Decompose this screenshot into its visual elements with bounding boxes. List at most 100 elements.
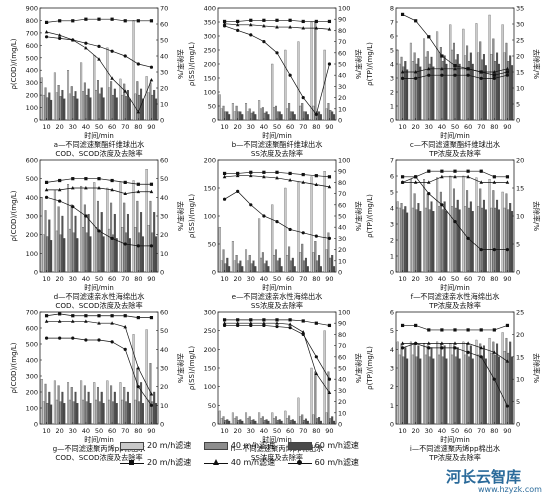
x-tick-label: 40	[82, 427, 90, 435]
legend-item-bar-40: 40 m/h滤速	[203, 440, 275, 451]
bar-40-total-30	[426, 51, 429, 121]
bar-60-soluble-30	[254, 420, 257, 425]
bar-20-total-20	[53, 189, 56, 273]
y2-tick-label: 20	[516, 53, 524, 61]
legend-swatch-40	[203, 441, 228, 450]
x-tick-label: 80	[490, 123, 498, 131]
bar-60-total-10	[48, 391, 51, 425]
y2-tick-label: 20	[160, 85, 168, 93]
bar-20-soluble-70	[121, 94, 124, 121]
y2-tick-label: 20	[516, 331, 524, 339]
bar-40-soluble-70	[303, 260, 306, 273]
bar-40-soluble-90	[151, 232, 154, 273]
removal-line-60	[224, 190, 330, 239]
bar-20-total-40	[436, 341, 439, 425]
point-20-70	[123, 180, 127, 184]
bar-40-soluble-90	[329, 110, 332, 121]
point-20-70	[301, 319, 305, 323]
x-tick-label: 60	[286, 123, 294, 131]
bar-20-soluble-50	[451, 206, 454, 273]
x-tick-label: 40	[82, 275, 90, 283]
point-40-70	[301, 330, 306, 334]
y-tick-label: 200	[26, 92, 38, 100]
bar-20-total-50	[449, 24, 452, 121]
bar-60-total-80	[318, 111, 321, 121]
x-tick-label: 20	[234, 427, 242, 435]
point-40-70	[301, 26, 306, 30]
point-40-60	[288, 178, 292, 182]
bar-20-soluble-90	[503, 207, 506, 273]
bar-20-soluble-80	[490, 352, 493, 425]
point-60-10	[400, 346, 405, 350]
y2-tick-label: 25	[516, 37, 524, 45]
bar-40-total-10	[44, 383, 47, 425]
bar-40-soluble-90	[329, 418, 332, 425]
y-axis-label: ρ(TP)/(mg/L)	[366, 346, 374, 390]
y2-tick-label: 5	[516, 241, 520, 249]
point-40-50	[97, 321, 101, 325]
point-20-80	[492, 73, 496, 77]
y-tick-label: 700	[26, 309, 38, 317]
point-60-20	[236, 189, 240, 193]
legend-swatch-60	[287, 441, 312, 450]
bar-40-soluble-90	[151, 401, 154, 425]
bar-40-total-20	[57, 385, 60, 425]
point-40-50	[453, 341, 457, 345]
y-tick-label: 700	[26, 29, 38, 37]
bar-40-total-70	[301, 243, 304, 273]
bar-20-total-10	[218, 227, 221, 273]
point-40-10	[44, 319, 49, 323]
y2-tick-label: 30	[338, 235, 346, 243]
bar-40-soluble-10	[46, 97, 49, 121]
bar-20-total-30	[423, 179, 426, 273]
bar-20-total-40	[258, 100, 261, 121]
point-60-90	[327, 236, 332, 240]
point-20-70	[479, 169, 483, 173]
bar-60-soluble-50	[102, 236, 105, 273]
x-tick-label: 20	[234, 275, 242, 283]
bar-60-soluble-30	[254, 266, 257, 273]
x-tick-label: 60	[464, 275, 472, 283]
chart-caption-line2: SS浓度及去除率	[251, 301, 303, 310]
bar-20-total-70	[297, 182, 300, 273]
point-60-80	[492, 248, 496, 252]
y-axis-label: ρ(TP)/(mg/L)	[366, 194, 374, 238]
chart-panel-a: 0 100 200 300 400 500 600 700 800 900 0 10 20 30 40 50 6…	[10, 5, 185, 159]
point-60-40	[440, 203, 444, 207]
x-tick-label: 90	[503, 123, 511, 131]
point-40-70	[479, 345, 484, 350]
bar-20-soluble-60	[464, 55, 467, 121]
bar-20-total-40	[436, 177, 439, 273]
bar-40-soluble-20	[59, 96, 62, 121]
bar-20-soluble-60	[108, 87, 111, 121]
y2-tick-label: 40	[338, 72, 346, 80]
bar-60-soluble-70	[128, 98, 131, 121]
bar-20-soluble-30	[424, 354, 427, 425]
point-60-60	[288, 73, 292, 77]
y-tick-label: 0	[390, 421, 394, 429]
y2-tick-label: 15	[516, 69, 524, 77]
bar-20-total-80	[310, 367, 313, 425]
x-tick-label: 40	[82, 123, 90, 131]
point-40-40	[262, 321, 266, 325]
point-20-10	[400, 12, 405, 16]
bar-20-total-20	[53, 72, 56, 121]
chart-caption-line1: c—不同滤速聚酯纤维球出水	[410, 140, 500, 149]
bar-40-soluble-70	[481, 59, 484, 121]
y-tick-label: 3	[390, 221, 394, 229]
bar-40-total-20	[413, 52, 416, 121]
bar-40-total-10	[222, 249, 225, 273]
point-60-30	[71, 336, 75, 340]
x-tick-label: 90	[325, 275, 333, 283]
point-20-90	[505, 70, 510, 74]
point-60-20	[236, 323, 240, 328]
point-40-80	[492, 70, 497, 74]
x-tick-label: 80	[134, 123, 142, 131]
y-tick-label: 0	[34, 117, 38, 125]
bar-20-total-20	[409, 179, 412, 273]
bar-20-total-50	[271, 63, 274, 121]
x-axis-label: 时间/min	[262, 435, 292, 444]
bar-40-soluble-80	[494, 354, 497, 425]
point-20-10	[400, 323, 405, 328]
bar-40-total-70	[123, 83, 126, 121]
